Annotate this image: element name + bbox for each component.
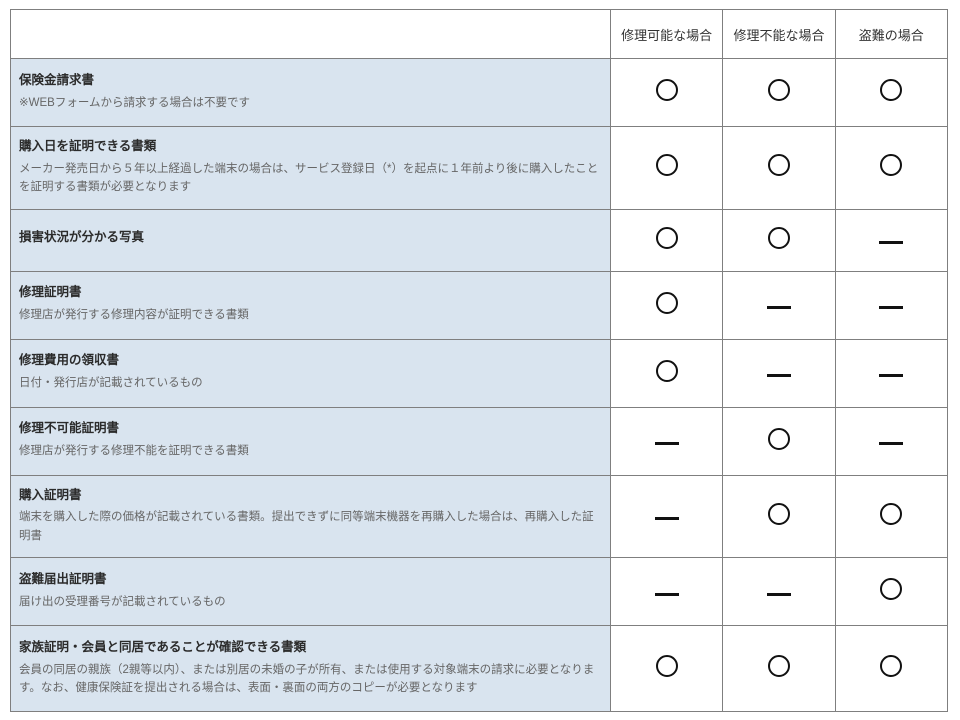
row-mark (610, 626, 722, 712)
row-subtitle: メーカー発売日から５年以上経過した端末の場合は、サービス登録日（*）を起点に１年… (19, 160, 600, 197)
row-mark (723, 271, 835, 339)
row-mark (723, 209, 835, 271)
dash-icon (879, 241, 903, 244)
table-row: 保険金請求書 ※WEBフォームから請求する場合は不要です (11, 59, 948, 127)
row-title: 購入証明書 (19, 486, 600, 505)
circle-icon (656, 292, 678, 314)
circle-icon (768, 227, 790, 249)
circle-icon (880, 154, 902, 176)
row-mark (723, 475, 835, 558)
row-subtitle: 日付・発行店が記載されているもの (19, 374, 600, 392)
documents-table: 修理可能な場合 修理不能な場合 盗難の場合 保険金請求書 ※WEBフォームから請求… (10, 9, 948, 712)
circle-icon (768, 79, 790, 101)
row-mark (723, 558, 835, 626)
row-mark (610, 271, 722, 339)
dash-icon (655, 593, 679, 596)
table-row: 修理証明書修理店が発行する修理内容が証明できる書類 (11, 271, 948, 339)
row-description: 修理不可能証明書修理店が発行する修理不能を証明できる書類 (11, 407, 611, 475)
header-unrepairable: 修理不能な場合 (723, 10, 835, 59)
row-description: 保険金請求書 ※WEBフォームから請求する場合は不要です (11, 59, 611, 127)
row-mark (610, 59, 722, 127)
dash-icon (767, 374, 791, 377)
dash-icon (767, 306, 791, 309)
row-mark (835, 407, 947, 475)
header-repairable: 修理可能な場合 (610, 10, 722, 59)
row-subtitle: 修理店が発行する修理内容が証明できる書類 (19, 306, 600, 324)
circle-icon (656, 79, 678, 101)
row-title: 損害状況が分かる写真 (19, 228, 600, 247)
row-mark (610, 407, 722, 475)
row-description: 盗難届出証明書届け出の受理番号が記載されているもの (11, 558, 611, 626)
row-mark (835, 339, 947, 407)
row-mark (835, 626, 947, 712)
row-mark (835, 209, 947, 271)
header-description (11, 10, 611, 59)
dash-icon (655, 517, 679, 520)
row-description: 損害状況が分かる写真 (11, 209, 611, 271)
row-subtitle: 届け出の受理番号が記載されているもの (19, 593, 600, 611)
row-title: 修理費用の領収書 (19, 351, 600, 370)
row-title: 修理証明書 (19, 283, 600, 302)
row-mark (835, 475, 947, 558)
table-row: 購入日を証明できる書類メーカー発売日から５年以上経過した端末の場合は、サービス登… (11, 127, 948, 210)
table-header-row: 修理可能な場合 修理不能な場合 盗難の場合 (11, 10, 948, 59)
circle-icon (880, 503, 902, 525)
row-title: 家族証明・会員と同居であることが確認できる書類 (19, 638, 600, 657)
circle-icon (880, 655, 902, 677)
row-mark (610, 475, 722, 558)
row-mark (835, 59, 947, 127)
row-mark (610, 339, 722, 407)
dash-icon (879, 442, 903, 445)
table-row: 購入証明書端末を購入した際の価格が記載されている書類。提出できずに同等端末機器を… (11, 475, 948, 558)
row-mark (610, 127, 722, 210)
row-mark (835, 558, 947, 626)
circle-icon (656, 655, 678, 677)
row-mark (610, 209, 722, 271)
table-row: 盗難届出証明書届け出の受理番号が記載されているもの (11, 558, 948, 626)
row-mark (610, 558, 722, 626)
circle-icon (880, 79, 902, 101)
table-row: 損害状況が分かる写真 (11, 209, 948, 271)
row-mark (723, 407, 835, 475)
row-subtitle: 端末を購入した際の価格が記載されている書類。提出できずに同等端末機器を再購入した… (19, 508, 600, 545)
row-description: 購入日を証明できる書類メーカー発売日から５年以上経過した端末の場合は、サービス登… (11, 127, 611, 210)
row-mark (723, 59, 835, 127)
circle-icon (768, 655, 790, 677)
row-mark (835, 271, 947, 339)
circle-icon (880, 578, 902, 600)
table-row: 修理費用の領収書日付・発行店が記載されているもの (11, 339, 948, 407)
row-mark (835, 127, 947, 210)
dash-icon (879, 374, 903, 377)
row-description: 修理費用の領収書日付・発行店が記載されているもの (11, 339, 611, 407)
row-title: 保険金請求書 (19, 71, 600, 90)
circle-icon (768, 428, 790, 450)
dash-icon (655, 442, 679, 445)
row-mark (723, 339, 835, 407)
row-description: 家族証明・会員と同居であることが確認できる書類会員の同居の親族（2親等以内）、ま… (11, 626, 611, 712)
dash-icon (767, 593, 791, 596)
table-body: 保険金請求書 ※WEBフォームから請求する場合は不要です購入日を証明できる書類メー… (11, 59, 948, 712)
row-title: 修理不可能証明書 (19, 419, 600, 438)
row-description: 購入証明書端末を購入した際の価格が記載されている書類。提出できずに同等端末機器を… (11, 475, 611, 558)
row-subtitle: 会員の同居の親族（2親等以内）、または別居の未婚の子が所有、または使用する対象端… (19, 661, 600, 698)
row-description: 修理証明書修理店が発行する修理内容が証明できる書類 (11, 271, 611, 339)
row-title: 購入日を証明できる書類 (19, 137, 600, 156)
circle-icon (656, 227, 678, 249)
row-mark (723, 626, 835, 712)
table-row: 家族証明・会員と同居であることが確認できる書類会員の同居の親族（2親等以内）、ま… (11, 626, 948, 712)
table-row: 修理不可能証明書修理店が発行する修理不能を証明できる書類 (11, 407, 948, 475)
row-subtitle: ※WEBフォームから請求する場合は不要です (19, 94, 600, 112)
circle-icon (656, 360, 678, 382)
dash-icon (879, 306, 903, 309)
circle-icon (656, 154, 678, 176)
row-subtitle: 修理店が発行する修理不能を証明できる書類 (19, 442, 600, 460)
row-mark (723, 127, 835, 210)
row-title: 盗難届出証明書 (19, 570, 600, 589)
header-theft: 盗難の場合 (835, 10, 947, 59)
circle-icon (768, 503, 790, 525)
circle-icon (768, 154, 790, 176)
